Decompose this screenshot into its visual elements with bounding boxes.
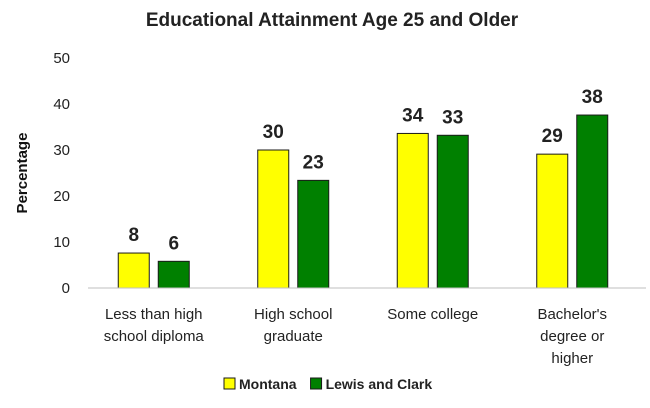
x-tick-label: graduate: [264, 328, 323, 345]
data-label: 23: [303, 152, 324, 173]
x-tick-label: Less than high: [105, 306, 203, 323]
data-label: 38: [582, 87, 603, 108]
bar-montana: [117, 252, 150, 289]
data-label: 34: [402, 105, 424, 126]
data-label: 33: [442, 107, 463, 128]
bar-lewis-and-clark: [436, 134, 469, 289]
legend: Montana Lewis and Clark: [223, 376, 433, 392]
x-tick-label: school diploma: [104, 328, 205, 345]
legend-label: Montana: [239, 376, 297, 392]
data-label: 6: [168, 233, 179, 254]
data-label: 8: [128, 225, 139, 246]
y-tick-label: 0: [62, 280, 70, 297]
x-tick-label: higher: [551, 350, 593, 367]
x-tick-label: High school: [254, 306, 332, 323]
bar-lewis-and-clark: [157, 260, 190, 289]
y-tick-label: 10: [53, 234, 70, 251]
data-label: 29: [542, 126, 563, 147]
bar-lewis-and-clark: [576, 114, 609, 289]
bar-montana: [257, 149, 290, 289]
x-tick-label: Some college: [387, 306, 478, 323]
y-tick-label: 40: [53, 96, 70, 113]
bars: [117, 114, 609, 289]
bar-montana: [536, 153, 569, 289]
value-labels: 8 6 30 23 34 33 29 38: [128, 87, 602, 254]
x-tick-label: degree or: [540, 328, 604, 345]
legend-swatch: [223, 377, 236, 390]
y-axis-ticks: 0 10 20 30 40 50: [53, 50, 70, 297]
x-tick-label: Bachelor's: [537, 306, 607, 323]
y-tick-label: 50: [53, 50, 70, 67]
legend-label: Lewis and Clark: [326, 376, 433, 392]
y-axis-label: Percentage: [14, 133, 31, 214]
y-tick-label: 30: [53, 142, 70, 159]
bar-lewis-and-clark: [297, 179, 330, 289]
bar-montana: [396, 132, 429, 289]
category-labels: Less than high school diploma High school g…: [104, 306, 607, 367]
y-tick-label: 20: [53, 188, 70, 205]
data-label: 30: [263, 122, 284, 143]
chart-title: Educational Attainment Age 25 and Older: [146, 10, 519, 31]
legend-swatch: [310, 377, 323, 390]
